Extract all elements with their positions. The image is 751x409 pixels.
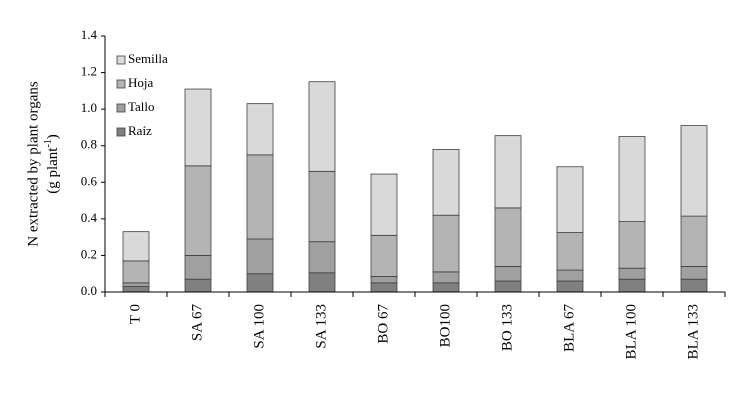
unit-part: (g plant <box>45 147 61 194</box>
y-tick-label: 0.6 <box>81 173 98 188</box>
y-tick-label: 1.4 <box>81 27 98 42</box>
bar-segment <box>122 260 150 284</box>
bar-segment <box>618 267 646 280</box>
bar-segment <box>494 280 522 293</box>
bar-segment <box>680 278 708 293</box>
x-tick-label: BLA 100 <box>623 304 639 359</box>
bar-segment <box>494 265 522 282</box>
bar-segment <box>370 173 398 236</box>
y-tick-label: 0.8 <box>81 137 97 152</box>
bar-segment <box>246 103 274 156</box>
x-tick-label: BLA 67 <box>561 304 577 352</box>
legend-swatch <box>116 55 126 65</box>
bar-segment <box>618 136 646 222</box>
bar-segment <box>184 88 212 167</box>
x-tick-label: SA 67 <box>189 304 205 342</box>
unit-part: ) <box>45 134 61 139</box>
bar-segment <box>618 221 646 269</box>
legend-label: Tallo <box>128 99 155 114</box>
y-axis-label: N extracted by plant organs <box>25 81 41 247</box>
bar-segment <box>680 265 708 280</box>
bar-segment <box>556 166 584 233</box>
bar-segment <box>184 278 212 293</box>
unit-exponent: -1 <box>43 139 54 147</box>
bar-segment <box>432 214 460 273</box>
bar-segment <box>494 135 522 209</box>
bar-segment <box>680 125 708 217</box>
bar-segment <box>122 286 150 293</box>
y-tick-label: 0.0 <box>81 283 97 298</box>
y-tick-label: 0.2 <box>81 246 97 261</box>
bar-segment <box>494 207 522 267</box>
bar-segment <box>246 154 274 240</box>
bar-segment <box>122 231 150 262</box>
y-tick-label: 1.2 <box>81 64 97 79</box>
legend-label: Semilla <box>128 51 168 66</box>
bar-segment <box>680 215 708 267</box>
x-tick-label: T 0 <box>127 304 143 324</box>
legend-label: Hoja <box>128 75 154 90</box>
x-tick-label: BO 133 <box>499 304 515 351</box>
y-tick-label: 1.0 <box>81 100 97 115</box>
bar-segment <box>246 238 274 275</box>
bar-segment <box>618 278 646 293</box>
x-tick-label: SA 100 <box>251 304 267 349</box>
bar-segment <box>370 234 398 277</box>
bar-segment <box>432 271 460 284</box>
legend-swatch <box>116 103 126 113</box>
bar-segment <box>184 255 212 280</box>
x-tick-label: BO 67 <box>375 304 391 344</box>
bar-segment <box>184 165 212 256</box>
bar-segment <box>308 170 336 243</box>
legend-label: Raíz <box>128 123 152 138</box>
bar-segment <box>308 241 336 274</box>
x-tick-label: BO100 <box>437 304 453 347</box>
legend-swatch <box>116 127 126 137</box>
legend-swatch <box>116 79 126 89</box>
bar-segment <box>246 273 274 293</box>
bar-segment <box>370 282 398 293</box>
bar-segment <box>370 276 398 284</box>
bar-segment <box>556 269 584 282</box>
bar-segment <box>308 81 336 172</box>
bar-segment <box>556 280 584 293</box>
y-tick-label: 0.4 <box>81 210 98 225</box>
bar-segment <box>432 282 460 293</box>
bar-segment <box>556 232 584 271</box>
bar-segment <box>308 272 336 293</box>
x-tick-label: SA 133 <box>313 304 329 349</box>
x-tick-label: BLA 133 <box>685 304 701 359</box>
bar-segment <box>122 282 150 287</box>
bar-segment <box>432 148 460 216</box>
y-axis-unit: (g plant-1) <box>43 134 61 194</box>
